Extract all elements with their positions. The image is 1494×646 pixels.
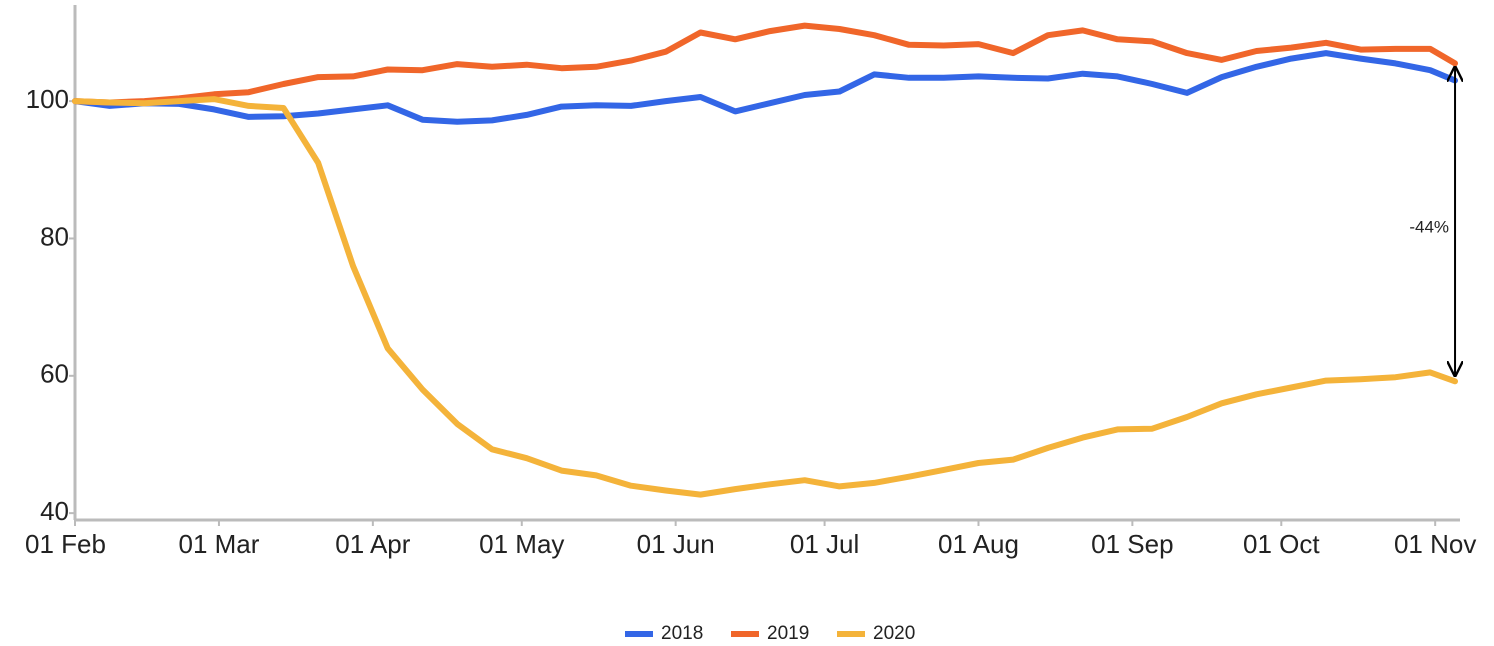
x-tick-label: 01 Feb xyxy=(25,529,106,559)
y-tick-label: 80 xyxy=(40,221,69,251)
x-tick-label: 01 Nov xyxy=(1394,529,1476,559)
x-tick-label: 01 Apr xyxy=(335,529,411,559)
x-tick-label: 01 Jun xyxy=(637,529,715,559)
legend-label: 2020 xyxy=(873,623,915,644)
x-tick-label: 01 Sep xyxy=(1091,529,1173,559)
line-series xyxy=(72,50,1458,125)
y-tick-label: 40 xyxy=(40,496,69,526)
legend-label: 2019 xyxy=(767,623,809,644)
y-tick-label: 60 xyxy=(40,359,69,389)
x-tick-label: 01 Oct xyxy=(1243,529,1320,559)
legend-label: 2018 xyxy=(661,623,703,644)
x-tick-label: 01 May xyxy=(479,529,564,559)
x-tick-label: 01 Aug xyxy=(938,529,1019,559)
y-tick-label: 100 xyxy=(26,84,69,114)
line-series xyxy=(72,96,1458,498)
x-tick-label: 01 Mar xyxy=(178,529,259,559)
line-series xyxy=(72,22,1458,106)
x-tick-label: 01 Jul xyxy=(790,529,859,559)
annotation: -44% xyxy=(1409,217,1449,236)
